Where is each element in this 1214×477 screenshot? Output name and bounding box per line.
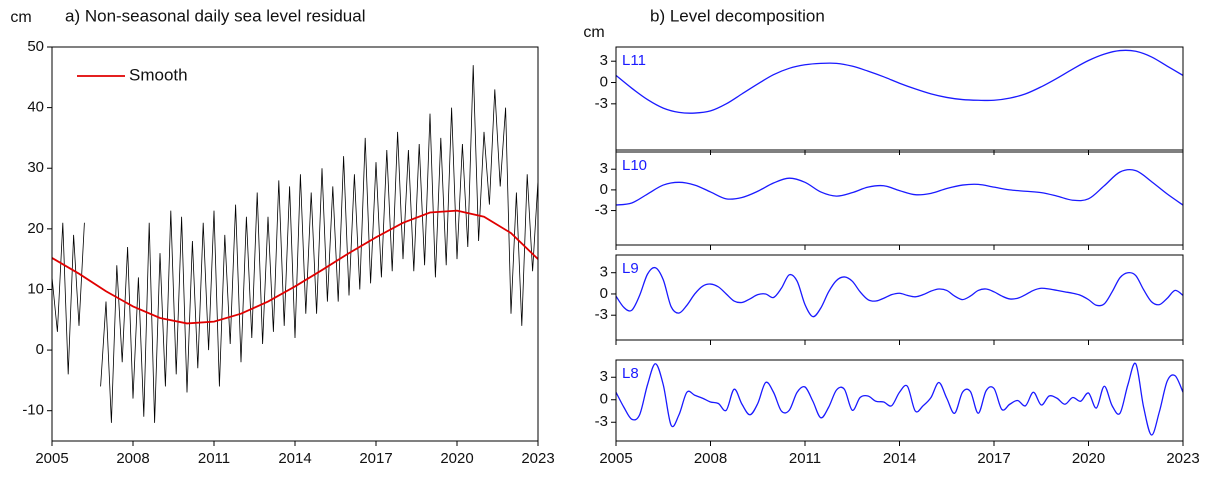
plot-frame — [615, 254, 1184, 341]
chart-title: b) Level decomposition — [650, 6, 825, 25]
x-tick-label: 2020 — [1072, 450, 1105, 467]
y-tick-label: 0 — [600, 285, 608, 302]
y-tick-label: 20 — [27, 220, 44, 237]
chart-title: a) Non-seasonal daily sea level residual — [65, 6, 366, 25]
y-axis-label: cm — [10, 9, 31, 26]
y-tick-label: 40 — [27, 99, 44, 116]
series-line — [52, 209, 538, 325]
x-tick-label: 2008 — [694, 450, 727, 467]
x-tick-label: 2014 — [883, 450, 916, 467]
series-line — [616, 169, 1183, 206]
plot-frame — [615, 359, 1184, 442]
y-axis-label: cm — [583, 24, 604, 41]
series-label: L9 — [622, 260, 639, 277]
y-tick-label: 3 — [600, 160, 608, 177]
x-tick-label: 2017 — [977, 450, 1010, 467]
series-label: L8 — [622, 365, 639, 382]
series-line — [616, 362, 1183, 436]
x-tick-label: 2014 — [278, 450, 311, 467]
y-tick-label: 30 — [27, 159, 44, 176]
y-tick-label: 0 — [600, 73, 608, 90]
y-tick-label: 0 — [600, 391, 608, 408]
x-tick-label: 2011 — [198, 450, 230, 467]
series-line — [52, 65, 538, 423]
y-tick-label: -3 — [595, 202, 608, 219]
series-line — [616, 266, 1183, 318]
y-tick-label: 10 — [27, 280, 44, 297]
x-tick-label: 2023 — [1166, 450, 1199, 467]
y-tick-label: 3 — [600, 52, 608, 69]
plot-frame — [615, 151, 1184, 246]
x-tick-label: 2005 — [599, 450, 632, 467]
y-tick-label: -10 — [22, 402, 44, 419]
y-tick-label: -3 — [595, 306, 608, 323]
x-tick-label: 2017 — [359, 450, 392, 467]
series-label: L11 — [622, 52, 646, 69]
x-tick-label: 2005 — [35, 450, 68, 467]
y-tick-label: 50 — [27, 38, 44, 55]
y-tick-label: -3 — [595, 95, 608, 112]
y-tick-label: 0 — [600, 181, 608, 198]
series-label: L10 — [622, 157, 647, 174]
y-tick-label: 3 — [600, 264, 608, 281]
x-tick-label: 2011 — [789, 450, 821, 467]
plot-frame — [615, 46, 1184, 151]
y-tick-label: -3 — [595, 413, 608, 430]
legend-label: Smooth — [129, 65, 188, 84]
x-tick-label: 2023 — [521, 450, 554, 467]
y-tick-label: 0 — [36, 341, 44, 358]
x-tick-label: 2020 — [440, 450, 473, 467]
y-tick-label: 3 — [600, 368, 608, 385]
x-tick-label: 2008 — [116, 450, 149, 467]
series-line — [616, 49, 1183, 114]
plot-frame — [51, 46, 539, 442]
